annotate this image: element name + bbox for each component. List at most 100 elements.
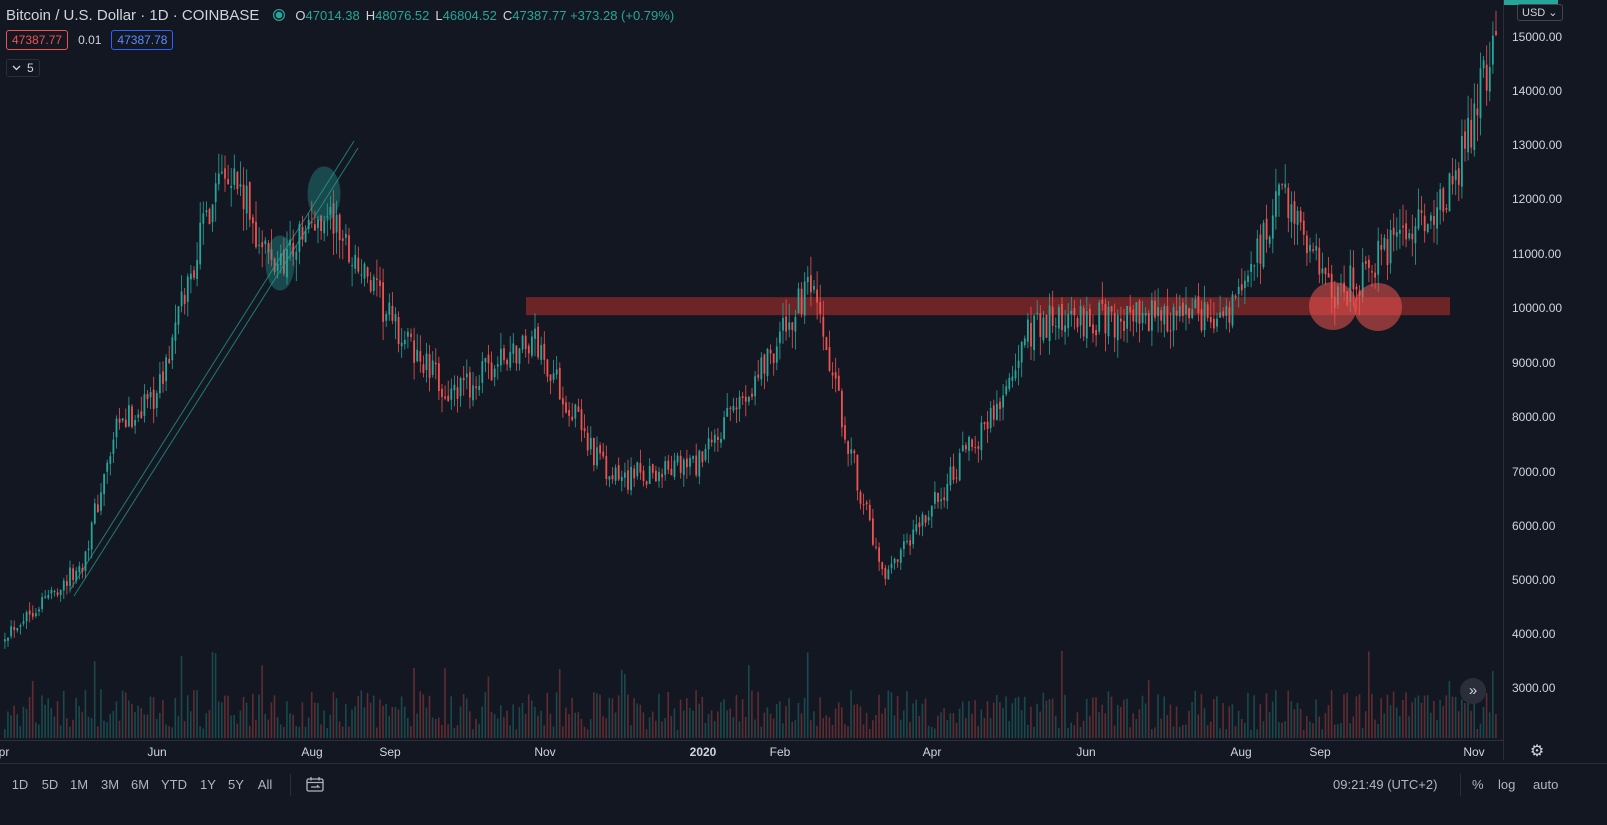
- volume-bar: [571, 697, 573, 738]
- candle-body: [1361, 262, 1364, 298]
- timeframe-button-ytd[interactable]: YTD: [161, 777, 187, 792]
- volume-bar: [1436, 720, 1438, 738]
- ohlc-low-value: 46804.52: [442, 7, 497, 23]
- settings-gear-icon[interactable]: ⚙: [1529, 743, 1545, 760]
- volume-bar: [558, 668, 561, 738]
- candle-body: [1492, 35, 1494, 65]
- volume-bar: [1250, 729, 1252, 738]
- symbol-title[interactable]: Bitcoin / U.S. Dollar · 1D · COINBASE: [6, 6, 260, 24]
- time-axis[interactable]: pr Jun Aug Sep Nov 2020 Feb Apr Jun Aug Sep Nov: [0, 740, 1503, 763]
- candle-body: [320, 215, 322, 232]
- volume-bar: [348, 726, 350, 738]
- volume-bar: [1197, 714, 1200, 738]
- volume-bar: [899, 719, 902, 738]
- candle-body: [472, 385, 474, 401]
- timeframe-button-1m[interactable]: 1M: [69, 777, 89, 792]
- volume-bar: [1364, 711, 1367, 738]
- candle-body: [59, 590, 62, 595]
- chart-pane[interactable]: [0, 0, 1540, 760]
- volume-bar: [1247, 692, 1249, 738]
- volume-bar: [1169, 704, 1172, 738]
- candle-body: [965, 445, 967, 450]
- candle-body: [1253, 265, 1256, 267]
- volume-bar: [1278, 722, 1280, 738]
- candle-body: [7, 637, 9, 641]
- volume-bar: [1293, 709, 1296, 738]
- indicators-toggle[interactable]: 5: [6, 59, 40, 77]
- candle-body: [1045, 314, 1048, 338]
- volume-bar: [44, 704, 46, 738]
- price-chart[interactable]: [0, 0, 1503, 740]
- scroll-right-icon[interactable]: »: [1460, 678, 1486, 704]
- volume-bar: [1312, 723, 1314, 738]
- volume-bar: [1135, 719, 1138, 738]
- volume-bar: [369, 702, 372, 738]
- timeframe-button-5y[interactable]: 5Y: [228, 777, 244, 792]
- volume-bar: [1144, 703, 1147, 738]
- volume-bar: [1430, 712, 1432, 738]
- volume-bar: [1017, 696, 1020, 738]
- volume-bar: [1426, 695, 1429, 738]
- timeframe-button-1y[interactable]: 1Y: [200, 777, 216, 792]
- candle-body: [1237, 286, 1240, 295]
- volume-bar: [28, 696, 31, 738]
- time-tick-label: Aug: [1230, 745, 1252, 759]
- volume-bar: [825, 715, 828, 738]
- candle-body: [596, 447, 598, 466]
- timeframe-button-3m[interactable]: 3M: [100, 777, 120, 792]
- candle-body: [627, 470, 629, 490]
- timeframe-button-all[interactable]: All: [257, 777, 273, 792]
- date-range-icon[interactable]: [306, 776, 324, 792]
- volume-bar: [1054, 715, 1057, 738]
- candle-body: [980, 422, 983, 451]
- volume-bar: [354, 706, 356, 738]
- auto-scale-toggle[interactable]: auto: [1533, 777, 1559, 792]
- price-axis[interactable]: 15000.00 14000.00 13000.00 12000.00 11000.00…: [1503, 0, 1607, 760]
- log-scale-toggle[interactable]: log: [1498, 777, 1516, 792]
- candle-body: [124, 419, 127, 427]
- candle-body: [1129, 306, 1132, 313]
- candle-body: [1023, 338, 1026, 346]
- buy-price-button[interactable]: 47387.78: [111, 30, 174, 50]
- volume-bar: [434, 719, 437, 738]
- time-tick-label: Jun: [147, 745, 167, 759]
- candle-body: [140, 411, 143, 419]
- volume-bar: [1349, 723, 1351, 738]
- candle-body: [146, 393, 149, 400]
- candle-body: [558, 367, 561, 400]
- candle-body: [438, 363, 440, 392]
- volume-bar: [620, 669, 623, 738]
- candle-body: [1473, 103, 1476, 150]
- price-tick-label: 10000.00: [1512, 301, 1563, 315]
- volume-bar: [887, 690, 890, 738]
- candle-body: [1302, 220, 1305, 235]
- volume-bar: [682, 710, 685, 738]
- candle-body: [301, 226, 304, 240]
- volume-bar: [1020, 710, 1023, 738]
- volume-bar: [955, 722, 958, 738]
- currency-select[interactable]: USD ⌄: [1517, 4, 1563, 21]
- candle-body: [1020, 341, 1023, 363]
- candle-body: [903, 541, 905, 550]
- candle-body: [1002, 395, 1004, 408]
- candle-body: [422, 364, 425, 373]
- candle-body: [710, 439, 713, 443]
- candle-body: [162, 371, 164, 384]
- sell-price-button[interactable]: 47387.77: [6, 30, 69, 50]
- percent-scale-toggle[interactable]: %: [1472, 777, 1484, 792]
- candle-body: [862, 504, 865, 506]
- candle-body: [62, 580, 65, 591]
- timeframe-button-5d[interactable]: 5D: [41, 777, 59, 792]
- volume-bar: [1151, 729, 1153, 738]
- volume-bar: [1262, 721, 1265, 738]
- candle-body: [819, 301, 822, 314]
- volume-bar: [1070, 722, 1072, 738]
- candle-body: [1268, 236, 1271, 244]
- timeframe-button-6m[interactable]: 6M: [130, 777, 150, 792]
- candle-body: [695, 455, 698, 476]
- volume-bar: [1492, 671, 1494, 738]
- candle-body: [1271, 215, 1274, 239]
- clock-timezone[interactable]: 09:21:49 (UTC+2): [1333, 777, 1438, 792]
- candle-body: [844, 425, 846, 440]
- timeframe-button-1d[interactable]: 1D: [11, 777, 29, 792]
